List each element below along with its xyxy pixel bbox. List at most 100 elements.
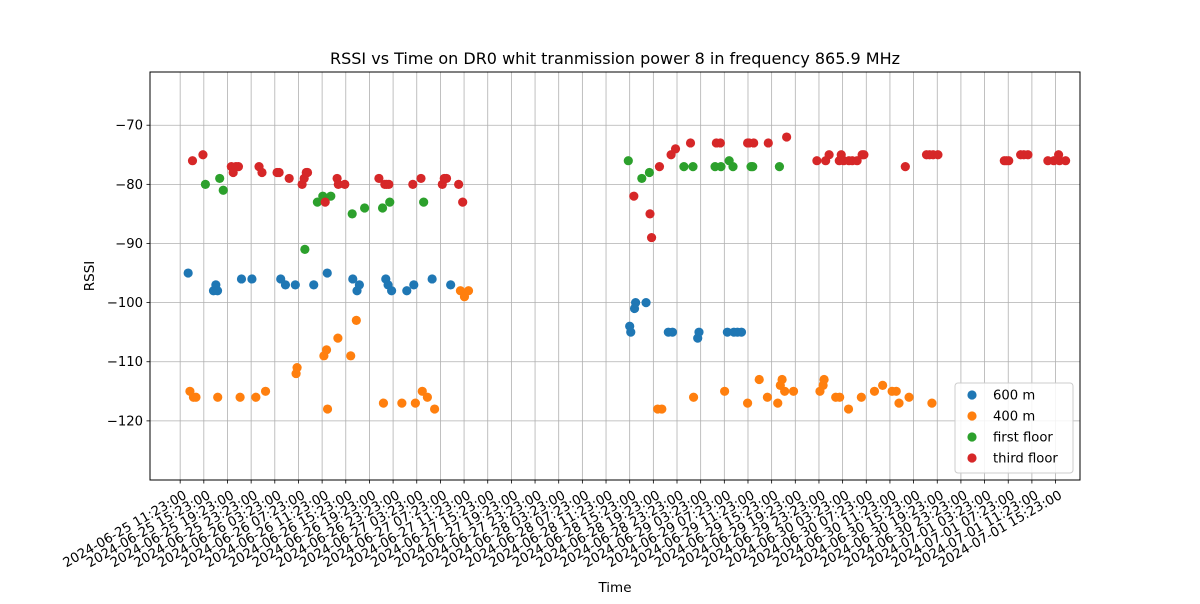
data-point-third-floor: [645, 209, 655, 219]
data-point-400-m: [292, 363, 302, 373]
data-point-400-m: [904, 392, 914, 402]
data-point-third-floor: [198, 150, 208, 160]
y-tick-label: −100: [107, 296, 143, 311]
y-tick-label: −120: [107, 414, 143, 429]
data-point-400-m: [927, 398, 937, 408]
data-point-first-floor: [377, 203, 388, 213]
data-point-600-m: [348, 274, 358, 284]
data-point-400-m: [777, 374, 787, 385]
data-point-third-floor: [441, 173, 452, 184]
data-point-first-floor: [347, 209, 357, 219]
data-point-400-m: [346, 351, 356, 361]
data-point-third-floor: [340, 179, 350, 189]
data-point-400-m: [397, 398, 407, 408]
data-point-400-m: [720, 386, 730, 396]
data-point-third-floor: [233, 162, 244, 172]
data-point-400-m: [856, 392, 866, 402]
data-point-400-m: [869, 386, 880, 396]
data-point-400-m: [351, 315, 361, 325]
data-point-400-m: [819, 374, 829, 385]
data-point-third-floor: [1023, 150, 1033, 160]
data-point-400-m: [235, 392, 245, 402]
data-point-400-m: [251, 392, 261, 402]
data-point-400-m: [754, 374, 764, 385]
data-point-third-floor: [900, 162, 910, 172]
legend-box: [954, 382, 1074, 474]
data-point-600-m: [247, 274, 257, 284]
data-point-400-m: [835, 392, 845, 402]
data-point-600-m: [309, 280, 319, 290]
data-point-400-m: [191, 392, 201, 402]
data-point-400-m: [891, 386, 901, 396]
data-point-third-floor: [302, 167, 313, 178]
data-point-600-m: [183, 268, 193, 278]
data-point-400-m: [422, 392, 432, 402]
data-point-first-floor: [218, 185, 228, 195]
data-point-400-m: [321, 345, 332, 355]
y-tick-label: −110: [107, 355, 143, 370]
data-point-first-floor: [385, 197, 395, 207]
data-point-600-m: [387, 286, 397, 296]
data-point-third-floor: [374, 173, 384, 184]
y-tick-label: −90: [115, 237, 143, 252]
data-point-600-m: [694, 327, 704, 337]
data-point-third-floor: [654, 162, 665, 172]
data-point-third-floor: [646, 232, 657, 243]
legend-marker: [967, 432, 977, 442]
data-point-400-m: [463, 286, 474, 296]
legend-label: 400 m: [993, 410, 1035, 425]
y-axis-label: RSSI: [82, 261, 98, 292]
data-points: [183, 132, 1071, 414]
data-point-600-m: [626, 327, 636, 337]
data-point-third-floor: [416, 173, 426, 184]
data-point-third-floor: [454, 179, 464, 189]
data-point-600-m: [212, 286, 223, 296]
data-point-third-floor: [187, 156, 198, 166]
data-point-400-m: [742, 398, 753, 408]
data-point-first-floor: [312, 197, 322, 207]
legend-marker: [967, 411, 977, 421]
data-point-600-m: [631, 298, 641, 308]
data-point-600-m: [427, 274, 437, 284]
data-point-third-floor: [824, 150, 834, 160]
y-tick-label: −70: [115, 119, 143, 134]
data-point-400-m: [878, 380, 888, 390]
data-point-400-m: [378, 398, 389, 408]
data-point-first-floor: [748, 162, 758, 172]
data-point-third-floor: [933, 150, 943, 160]
data-point-first-floor: [679, 162, 689, 172]
data-point-first-floor: [644, 167, 655, 178]
data-point-first-floor: [215, 173, 225, 184]
legend: 600 m 400 m first floor third floor: [954, 382, 1074, 474]
data-point-third-floor: [1004, 156, 1014, 166]
data-point-400-m: [762, 392, 773, 402]
data-point-400-m: [773, 398, 783, 408]
data-point-third-floor: [629, 191, 639, 201]
data-point-third-floor: [284, 173, 294, 184]
data-point-first-floor: [419, 197, 429, 207]
legend-label: third floor: [993, 452, 1058, 467]
data-point-600-m: [409, 280, 419, 290]
data-point-400-m: [657, 404, 667, 414]
data-point-first-floor: [623, 156, 633, 166]
data-point-third-floor: [1061, 156, 1071, 166]
data-point-400-m: [260, 386, 271, 396]
y-tick-label: −80: [115, 178, 143, 193]
data-point-600-m: [736, 327, 747, 337]
data-point-third-floor: [782, 132, 792, 142]
data-point-first-floor: [200, 179, 210, 189]
data-point-third-floor: [715, 138, 725, 148]
data-point-400-m: [410, 398, 420, 408]
data-point-400-m: [430, 404, 440, 414]
data-point-third-floor: [749, 138, 759, 148]
data-point-third-floor: [274, 167, 284, 178]
legend-label: 600 m: [993, 389, 1035, 404]
data-point-first-floor: [774, 162, 785, 172]
data-point-400-m: [894, 398, 904, 408]
data-point-400-m: [843, 404, 854, 414]
data-point-third-floor: [408, 179, 418, 189]
data-point-600-m: [446, 280, 456, 290]
data-point-400-m: [788, 386, 799, 396]
